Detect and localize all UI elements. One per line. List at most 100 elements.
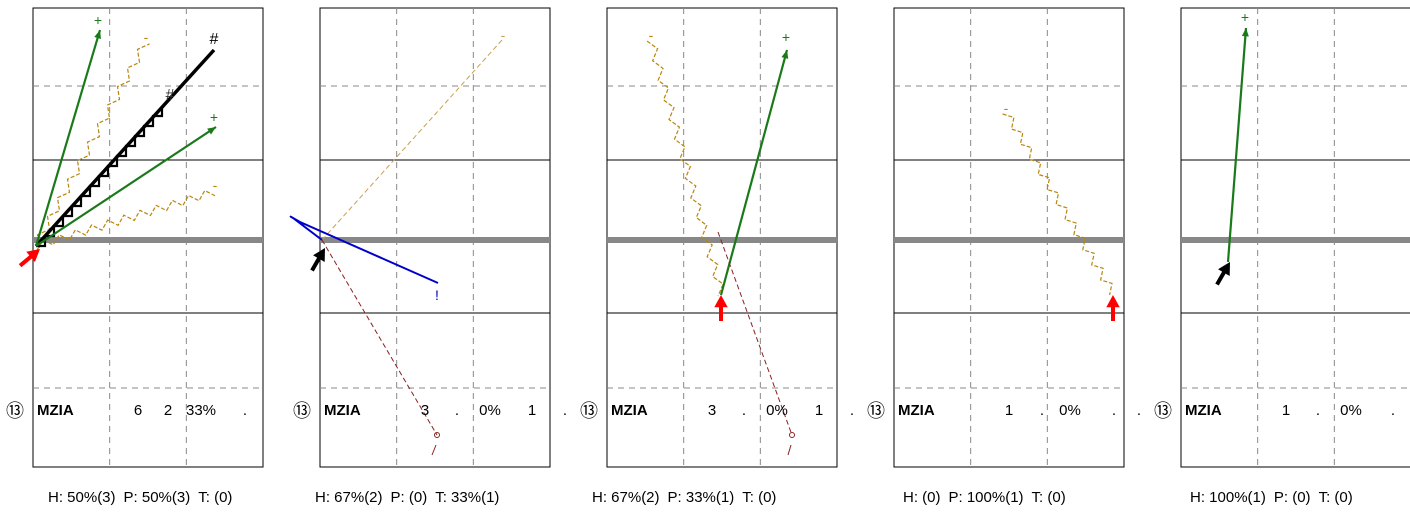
zigzag-label: - xyxy=(144,29,149,45)
dashed-end-mark xyxy=(717,231,793,436)
marks xyxy=(289,39,503,456)
zigzag-mark xyxy=(646,40,724,297)
stat-value: 2 xyxy=(164,402,172,419)
arrow-mark xyxy=(1226,27,1248,263)
pointer-arrow xyxy=(1106,295,1120,321)
summary-h: H: (0) xyxy=(903,489,941,506)
panel-svg: - ⑬ MZIA 1. 0%.. xyxy=(867,7,1141,468)
zigzag-mark xyxy=(36,189,216,251)
stat-value: 0% xyxy=(479,402,501,419)
stat-value: . xyxy=(1112,402,1116,419)
arrow-label: + xyxy=(210,109,218,125)
circle-number-label: ⑬ xyxy=(867,401,885,422)
end-tick xyxy=(787,444,792,456)
curve-label: ! xyxy=(435,287,439,303)
stat-value: 1 xyxy=(528,402,536,419)
team-label: MZIA xyxy=(324,402,361,419)
stat-value: 1 xyxy=(1282,402,1290,419)
pointer-arrow xyxy=(310,248,325,272)
panel-svg: + ⑬ MZIA 1. 0%. xyxy=(1154,7,1410,468)
marks xyxy=(1002,113,1113,296)
end-tick xyxy=(431,444,437,456)
pointer-arrow xyxy=(18,249,40,268)
summary-line: H: 67%(2) P: 33%(1) T: (0) xyxy=(592,489,784,506)
stat-value: . xyxy=(850,402,854,419)
summary-line: H: 67%(2) P: (0) T: 33%(1) xyxy=(315,489,507,506)
arrow-mark xyxy=(34,29,102,247)
end-dot xyxy=(434,432,440,438)
stat-value: . xyxy=(1316,402,1320,419)
summary-t: T: (0) xyxy=(1318,489,1353,506)
stat-value: 6 xyxy=(134,402,142,419)
stat-value: . xyxy=(1137,402,1141,419)
summary-t: T: 33%(1) xyxy=(435,489,500,506)
zigzag-mark xyxy=(1002,113,1113,296)
dashed-label: - xyxy=(501,27,506,43)
end-dot xyxy=(789,432,795,438)
dashed-end-mark xyxy=(321,239,438,436)
arrow-mark xyxy=(719,49,789,296)
stat-value: 3 xyxy=(708,402,716,419)
stat-value: 0% xyxy=(766,402,788,419)
stat-value: . xyxy=(243,402,247,419)
circle-number-label: ⑬ xyxy=(580,401,598,422)
zigzag-label: - xyxy=(1004,100,1009,116)
team-label: MZIA xyxy=(1185,402,1222,419)
dashed-mark xyxy=(321,39,503,241)
stairs-mark xyxy=(34,48,216,248)
circle-number-label: ⑬ xyxy=(1154,401,1172,422)
summary-p: P: (0) xyxy=(390,489,428,506)
summary-line: H: 100%(1) P: (0) T: (0) xyxy=(1190,489,1361,506)
marks xyxy=(1226,27,1249,263)
circle-number-label: ⑬ xyxy=(293,401,311,422)
summary-t: T: (0) xyxy=(198,489,233,506)
team-label: MZIA xyxy=(611,402,648,419)
arrow-label: + xyxy=(94,12,102,28)
summary-t: T: (0) xyxy=(742,489,777,506)
stat-value: 1 xyxy=(815,402,823,419)
summary-p: P: 50%(3) xyxy=(123,489,191,506)
stat-value: . xyxy=(563,402,567,419)
zigzag-label: - xyxy=(213,177,218,193)
stat-value: 0% xyxy=(1340,402,1362,419)
stat-value: 3 xyxy=(421,402,429,419)
panel-svg: - + ⑬ MZIA 3. 0% 1. xyxy=(580,7,854,468)
zigzag-label: - xyxy=(649,27,654,43)
stairs-label: # xyxy=(166,87,175,104)
stat-value: . xyxy=(1391,402,1395,419)
team-label: MZIA xyxy=(37,402,74,419)
pointer-arrow xyxy=(1215,262,1230,286)
summary-line: H: 50%(3) P: 50%(3) T: (0) xyxy=(48,489,240,506)
arrow-label: + xyxy=(782,29,790,45)
summary-p: P: 100%(1) xyxy=(948,489,1024,506)
summary-p: P: 33%(1) xyxy=(667,489,735,506)
summary-t: T: (0) xyxy=(1031,489,1066,506)
arrow-label: + xyxy=(1241,9,1249,25)
marks xyxy=(34,29,217,251)
panel-svg: - - # # + + ⑬ MZIA 6 2 33%. xyxy=(6,7,264,468)
stat-value: . xyxy=(742,402,746,419)
circle-number-label: ⑬ xyxy=(6,401,24,422)
summary-p: P: (0) xyxy=(1273,489,1311,506)
summary-h: H: 67%(2) xyxy=(315,489,383,506)
stat-value: 1 xyxy=(1005,402,1013,419)
zigzag-mark xyxy=(36,43,150,248)
summary-h: H: 50%(3) xyxy=(48,489,116,506)
stat-value: 0% xyxy=(1059,402,1081,419)
summary-h: H: 67%(2) xyxy=(592,489,660,506)
summary-line: H: (0) P: 100%(1) T: (0) xyxy=(903,489,1074,506)
marks xyxy=(646,40,795,456)
panel-svg: -! ⑬ MZIA 3. 0% 1. xyxy=(289,7,567,468)
curve-mark xyxy=(289,215,439,284)
arrow-mark xyxy=(35,126,217,247)
summary-h: H: 100%(1) xyxy=(1190,489,1266,506)
stat-value: . xyxy=(1040,402,1044,419)
stat-value: 33% xyxy=(186,402,216,419)
stairs-label: # xyxy=(210,31,219,48)
